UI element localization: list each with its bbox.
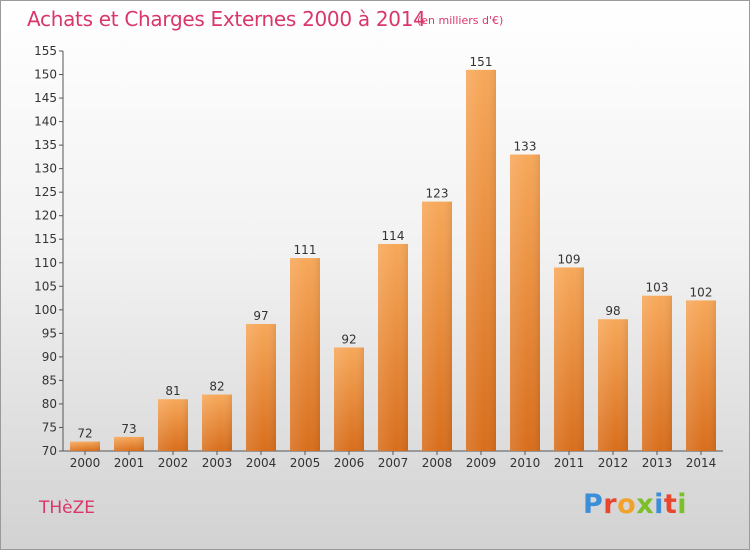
- bar-shade-2010: [510, 154, 540, 451]
- y-tick-label: 135: [34, 138, 57, 152]
- y-tick-label: 95: [42, 326, 57, 340]
- data-label: 97: [253, 309, 268, 323]
- bar-shade-2008: [422, 201, 452, 451]
- chart-axes: 70 75 80 85 90 95 100 105 110 115 120 125 130 135 140 1…: [34, 44, 723, 458]
- data-label: 98: [605, 304, 620, 318]
- x-tick-label: 2000: [70, 456, 101, 470]
- x-tick-label: 2009: [466, 456, 497, 470]
- y-tick-label: 125: [34, 185, 57, 199]
- chart-title: Achats et Charges Externes 2000 à 2014: [27, 7, 426, 31]
- bar-shade-2014: [686, 300, 716, 451]
- bar-shade-2007: [378, 243, 408, 451]
- x-tick-label: 2010: [510, 456, 541, 470]
- y-tick-label: 155: [34, 44, 57, 58]
- bar-shade-2001: [114, 436, 144, 451]
- bar-shade-2012: [598, 319, 628, 451]
- x-tick-label: 2014: [686, 456, 717, 470]
- bar-shade-2003: [202, 394, 232, 451]
- x-tick-label: 2005: [290, 456, 321, 470]
- chart-bars: [70, 69, 716, 451]
- bar-shade-2009: [466, 69, 496, 451]
- data-label: 92: [341, 332, 356, 346]
- x-tick-label: 2013: [642, 456, 673, 470]
- data-label: 81: [165, 384, 180, 398]
- y-tick-label: 120: [34, 209, 57, 223]
- data-label: 109: [558, 252, 581, 266]
- y-tick-label: 140: [34, 115, 57, 129]
- data-label: 114: [382, 229, 405, 243]
- y-tick-label: 85: [42, 373, 57, 387]
- x-tick-label: 2006: [334, 456, 365, 470]
- chart-labels: 2000 72 2001 73 2002 81 2003 82 2004 97 2005 111 200…: [70, 55, 717, 470]
- y-tick-label: 75: [42, 420, 57, 434]
- y-tick-label: 115: [34, 232, 57, 246]
- y-tick-label: 80: [42, 397, 57, 411]
- data-label: 72: [77, 427, 92, 441]
- x-tick-label: 2001: [114, 456, 145, 470]
- bar-shade-2000: [70, 441, 100, 451]
- y-tick-label: 130: [34, 162, 57, 176]
- data-label: 102: [690, 285, 713, 299]
- data-label: 123: [426, 187, 449, 201]
- x-tick-label: 2007: [378, 456, 409, 470]
- x-tick-label: 2003: [202, 456, 233, 470]
- data-label: 151: [470, 55, 493, 69]
- x-tick-label: 2004: [246, 456, 277, 470]
- data-label: 73: [121, 422, 136, 436]
- y-tick-label: 105: [34, 279, 57, 293]
- bar-shade-2002: [158, 399, 188, 451]
- bar-shade-2004: [246, 323, 276, 451]
- data-label: 111: [294, 243, 317, 257]
- x-tick-label: 2012: [598, 456, 629, 470]
- x-tick-label: 2002: [158, 456, 189, 470]
- data-label: 82: [209, 380, 224, 394]
- proxiti-logo[interactable]: Proxiti: [583, 489, 688, 520]
- place-name: THèZE: [39, 498, 96, 518]
- y-tick-label: 100: [34, 303, 57, 317]
- bar-shade-2013: [642, 295, 672, 451]
- bar-shade-2006: [334, 347, 364, 451]
- chart-subtitle: (en milliers d'€): [417, 14, 504, 27]
- data-label: 103: [646, 281, 669, 295]
- x-tick-label: 2011: [554, 456, 585, 470]
- bar-shade-2005: [290, 258, 320, 451]
- y-tick-label: 110: [34, 256, 57, 270]
- bar-shade-2011: [554, 267, 584, 451]
- y-tick-label: 145: [34, 91, 57, 105]
- y-tick-label: 90: [42, 350, 57, 364]
- y-tick-label: 70: [42, 444, 57, 458]
- x-tick-label: 2008: [422, 456, 453, 470]
- data-label: 133: [514, 140, 537, 154]
- y-tick-label: 150: [34, 68, 57, 82]
